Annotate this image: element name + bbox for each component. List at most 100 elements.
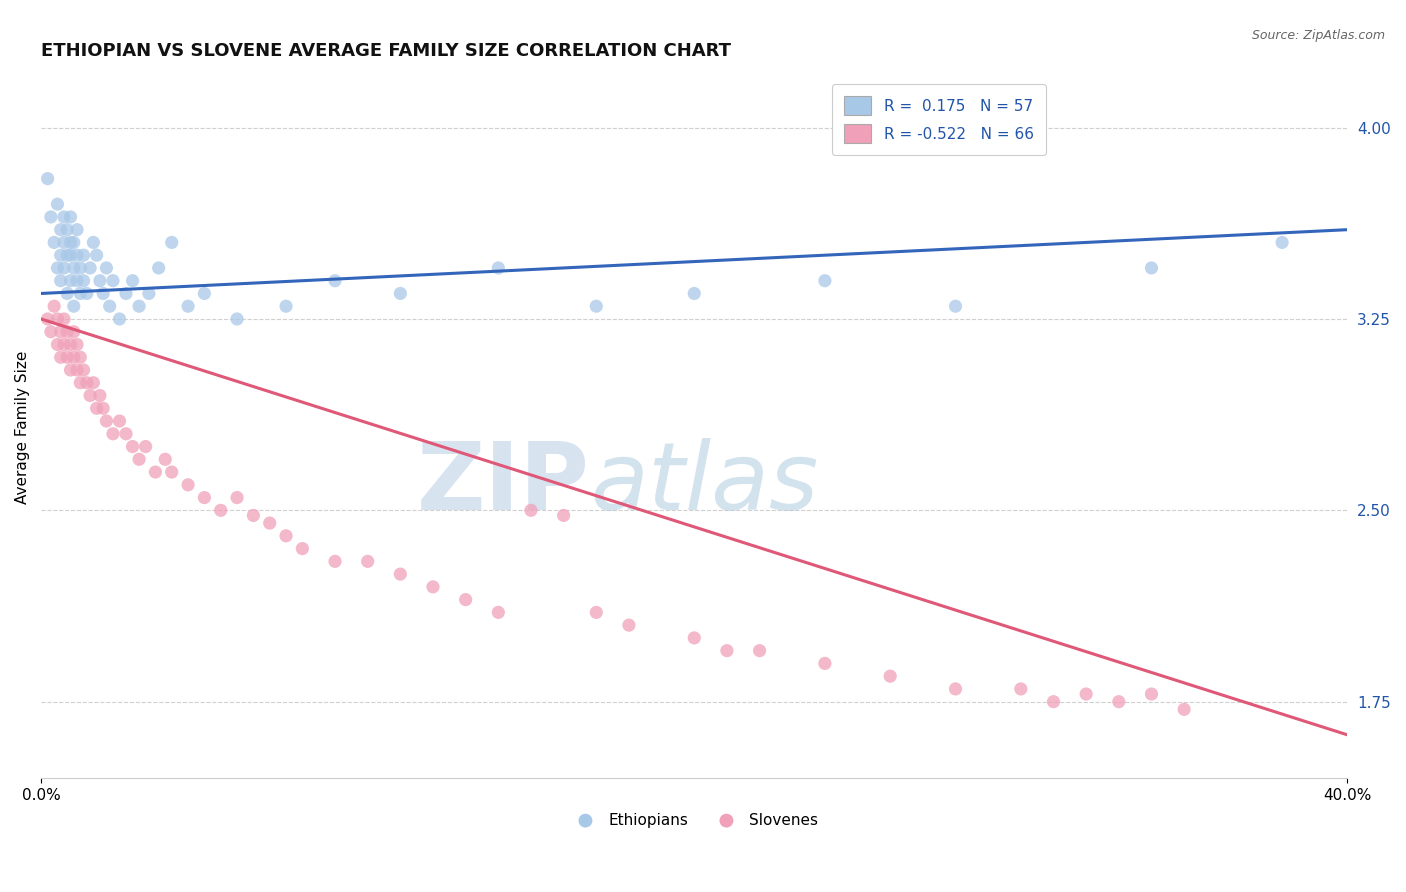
Point — [46, 312, 69, 326]
Point — [748, 643, 770, 657]
Point — [66, 248, 89, 262]
Point — [177, 478, 200, 492]
Point — [1140, 260, 1163, 275]
Point — [59, 337, 82, 351]
Point — [520, 503, 543, 517]
Point — [683, 286, 706, 301]
Point — [62, 299, 84, 313]
Point — [91, 286, 114, 301]
Point — [135, 440, 157, 454]
Point — [145, 465, 167, 479]
Point — [148, 260, 170, 275]
Point — [389, 567, 412, 582]
Point — [66, 222, 89, 236]
Point — [193, 286, 215, 301]
Point — [422, 580, 444, 594]
Point — [1140, 687, 1163, 701]
Point — [46, 337, 69, 351]
Point — [879, 669, 901, 683]
Point — [389, 286, 412, 301]
Point — [59, 248, 82, 262]
Point — [79, 260, 101, 275]
Point — [52, 235, 75, 250]
Point — [66, 274, 89, 288]
Point — [82, 235, 104, 250]
Point — [242, 508, 264, 523]
Point — [101, 426, 124, 441]
Point — [101, 274, 124, 288]
Point — [226, 312, 249, 326]
Point — [72, 248, 94, 262]
Point — [945, 681, 967, 696]
Point — [49, 325, 72, 339]
Point — [98, 299, 121, 313]
Point — [39, 325, 62, 339]
Point — [553, 508, 575, 523]
Point — [37, 312, 59, 326]
Point — [1108, 695, 1130, 709]
Point — [323, 274, 346, 288]
Point — [274, 529, 297, 543]
Point — [1173, 702, 1195, 716]
Point — [49, 222, 72, 236]
Point — [486, 260, 509, 275]
Legend: Ethiopians, Slovenes: Ethiopians, Slovenes — [564, 806, 824, 834]
Point — [52, 337, 75, 351]
Point — [486, 606, 509, 620]
Point — [454, 592, 477, 607]
Point — [585, 606, 607, 620]
Point — [72, 363, 94, 377]
Point — [56, 286, 79, 301]
Point — [44, 235, 66, 250]
Point — [585, 299, 607, 313]
Point — [59, 235, 82, 250]
Point — [52, 210, 75, 224]
Point — [56, 248, 79, 262]
Point — [66, 337, 89, 351]
Point — [96, 414, 118, 428]
Text: ZIP: ZIP — [416, 438, 589, 530]
Point — [82, 376, 104, 390]
Point — [69, 376, 91, 390]
Point — [89, 274, 111, 288]
Text: Source: ZipAtlas.com: Source: ZipAtlas.com — [1251, 29, 1385, 43]
Point — [96, 260, 118, 275]
Point — [121, 274, 143, 288]
Point — [69, 286, 91, 301]
Point — [56, 350, 79, 364]
Point — [86, 248, 108, 262]
Point — [76, 376, 98, 390]
Point — [291, 541, 314, 556]
Point — [115, 426, 138, 441]
Point — [79, 388, 101, 402]
Point — [814, 274, 837, 288]
Point — [44, 299, 66, 313]
Point — [62, 235, 84, 250]
Text: atlas: atlas — [589, 438, 818, 529]
Point — [91, 401, 114, 416]
Point — [49, 274, 72, 288]
Point — [226, 491, 249, 505]
Point — [76, 286, 98, 301]
Point — [617, 618, 640, 632]
Point — [49, 248, 72, 262]
Point — [46, 260, 69, 275]
Point — [46, 197, 69, 211]
Point — [52, 312, 75, 326]
Point — [108, 414, 131, 428]
Y-axis label: Average Family Size: Average Family Size — [15, 351, 30, 504]
Point — [59, 210, 82, 224]
Point — [1271, 235, 1294, 250]
Point — [72, 274, 94, 288]
Point — [59, 274, 82, 288]
Point — [138, 286, 160, 301]
Point — [89, 388, 111, 402]
Point — [128, 299, 150, 313]
Point — [56, 325, 79, 339]
Point — [121, 440, 143, 454]
Point — [259, 516, 281, 530]
Point — [69, 350, 91, 364]
Text: ETHIOPIAN VS SLOVENE AVERAGE FAMILY SIZE CORRELATION CHART: ETHIOPIAN VS SLOVENE AVERAGE FAMILY SIZE… — [41, 42, 731, 60]
Point — [1010, 681, 1032, 696]
Point — [1042, 695, 1064, 709]
